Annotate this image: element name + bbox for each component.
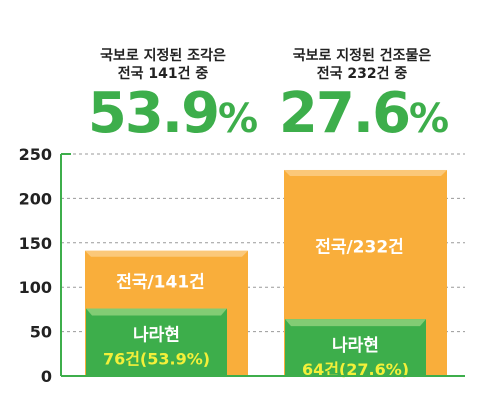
part-bar [285,319,426,376]
part-bar [86,308,227,376]
y-tick-label: 50 [30,323,52,342]
percent-value: 27.6 [278,81,411,146]
percent-unit: % [218,96,259,142]
total-bar-top [85,250,248,257]
percent-group-1: 53.9% [63,84,283,149]
y-tick-label: 100 [19,278,52,297]
y-tick-label: 150 [19,234,52,253]
y-tick-label: 0 [41,367,52,386]
part-bar-top [86,308,227,316]
header-line: 국보로 지정된 건조물은 [292,48,432,64]
header-line: 국보로 지정된 조각은 [100,48,226,64]
header-line: 전국 141건 중 [117,66,209,82]
part-data-label: 76건(53.9%) [103,350,210,369]
percent-value: 53.9 [87,81,220,146]
part-bar-top [285,319,426,327]
y-tick-label: 250 [19,145,52,164]
header-group-1: 국보로 지정된 조각은 전국 141건 중 [63,47,263,83]
header-group-2: 국보로 지정된 건조물은 전국 232건 중 [262,47,462,83]
part-name-label: 나라현 [332,336,379,356]
total-data-label: 전국/232건 [315,238,404,258]
part-data-label: 64건(27.6%) [302,360,409,379]
header-line: 전국 232건 중 [316,66,408,82]
y-tick-label: 200 [19,189,52,208]
percent-unit: % [409,96,450,142]
total-bar-top [284,169,447,176]
part-name-label: 나라현 [133,326,180,346]
total-data-label: 전국/141건 [116,273,205,293]
percent-group-2: 27.6% [254,84,474,149]
